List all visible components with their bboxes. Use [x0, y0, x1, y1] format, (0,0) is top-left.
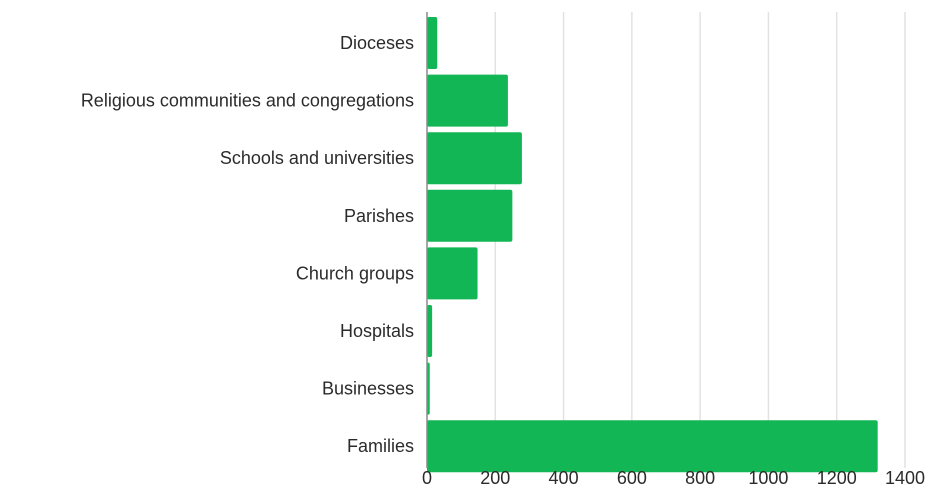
- bar: [427, 189, 513, 242]
- category-label: Schools and universities: [220, 148, 414, 168]
- bar: [427, 17, 438, 69]
- category-labels: Dioceses Religious communities and congre…: [81, 33, 414, 456]
- category-label: Hospitals: [340, 321, 414, 341]
- x-tick-label: 600: [617, 468, 647, 488]
- category-label: Dioceses: [340, 33, 414, 53]
- grid-lines: [494, 12, 906, 468]
- bar: [427, 74, 508, 127]
- category-label: Religious communities and congregations: [81, 91, 414, 111]
- bar: [427, 247, 478, 300]
- x-tick-label: 1000: [748, 468, 788, 488]
- x-tick-label: 0: [422, 468, 432, 488]
- x-tick-label: 1200: [817, 468, 857, 488]
- bar: [427, 420, 878, 473]
- category-label: Church groups: [296, 263, 414, 283]
- x-tick-label: 200: [480, 468, 510, 488]
- category-label: Businesses: [322, 379, 414, 399]
- x-tick-label: 1400: [885, 468, 925, 488]
- x-tick-label: 400: [549, 468, 579, 488]
- bar: [427, 305, 433, 357]
- x-tick-label: 800: [685, 468, 715, 488]
- x-axis-ticks: 0 200 400 600 800 1000 1200 1400: [422, 468, 925, 488]
- bars: [427, 17, 878, 473]
- bar: [427, 132, 522, 185]
- category-label: Parishes: [344, 206, 414, 226]
- category-label: Families: [347, 436, 414, 456]
